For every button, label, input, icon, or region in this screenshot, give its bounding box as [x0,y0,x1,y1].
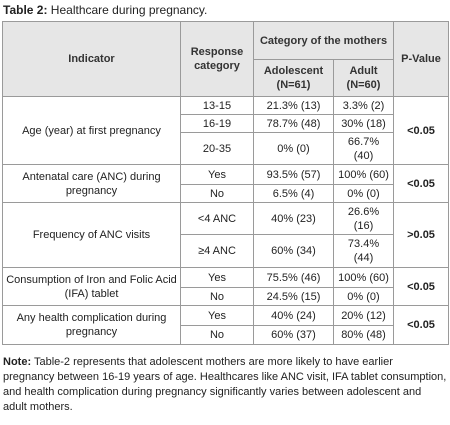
response-cell: Yes [180,164,254,185]
p-value-cell: <0.05 [393,267,450,306]
adult-cell: 100% (60) [332,164,395,185]
response-cell: Yes [180,267,254,288]
adult-cell: 100% (60) [332,267,395,288]
adolescent-cell: 40% (24) [253,305,334,326]
response-cell: 20-35 [180,132,254,165]
adult-cell: 30% (18) [332,114,395,133]
response-cell: Yes [180,305,254,326]
adolescent-cell: 93.5% (57) [253,164,334,185]
adolescent-cell: 6.5% (4) [253,184,334,203]
response-cell: No [180,325,254,345]
adolescent-cell: 24.5% (15) [253,287,334,306]
adult-cell: 20% (12) [332,305,395,326]
table-row: Consumption of Iron and Folic Acid (IFA)… [2,267,450,306]
title-text: Healthcare during pregnancy. [47,3,208,17]
adolescent-cell: 60% (34) [253,234,334,268]
table-row: Frequency of ANC visits <4 ANC 40% (23) 26.… [2,202,450,268]
p-value-cell: <0.05 [393,164,450,203]
adult-cell: 73.4% (44) [332,234,395,268]
adolescent-cell: 21.3% (13) [253,96,334,115]
adult-cell: 26.6% (16) [332,202,395,235]
adult-cell: 0% (0) [332,184,395,203]
adolescent-cell: 0% (0) [253,132,334,165]
title-label: Table 2: [3,3,48,17]
table-row: No 6.5% (4) 0% (0) [3,184,449,203]
table-row: No 60% (37) 80% (48) [3,325,449,345]
indicator-cell: Consumption of Iron and Folic Acid (IFA)… [2,267,181,306]
table-title: Table 2: Healthcare during pregnancy. [3,3,207,17]
table-row: Antenatal care (ANC) during pregnancy Yes… [2,164,450,203]
response-cell: No [180,287,254,306]
note-text: Table-2 represents that adolescent mothe… [3,356,447,413]
adolescent-cell: 40% (23) [253,202,334,235]
table-row: ≥4 ANC 60% (34) 73.4% (44) [3,234,449,268]
adolescent-cell: 60% (37) [253,325,334,345]
adult-cell: 0% (0) [332,287,395,306]
p-value-cell: <0.05 [393,305,450,345]
response-cell: ≥4 ANC [180,234,254,268]
indicator-cell: Antenatal care (ANC) during pregnancy [2,164,181,203]
adult-cell: 66.7% (40) [332,132,395,165]
response-cell: 13-15 [180,96,254,115]
response-cell: <4 ANC [180,202,254,235]
response-cell: No [180,184,254,203]
adolescent-cell: 78.7% (48) [253,114,334,133]
indicator-cell: Age (year) at first pregnancy [2,96,181,165]
response-cell: 16-19 [180,114,254,133]
table-row: Any health complication during pregnancy… [2,305,450,345]
table-row: Age (year) at first pregnancy 13-15 21.3% … [2,96,450,165]
p-value-cell: >0.05 [393,202,450,268]
table-row: 20-35 0% (0) 66.7% (40) [3,132,449,165]
adult-cell: 80% (48) [332,325,395,345]
header-cell: Indicator [2,21,181,97]
header-cell: Adolescent (N=61) [253,59,334,97]
adult-cell: 3.3% (2) [332,96,395,115]
indicator-cell: Frequency of ANC visits [2,202,181,268]
header-cell: P-Value [393,21,450,97]
header-cell: Category of the mothers [252,21,395,60]
adolescent-cell: 75.5% (46) [253,267,334,288]
table-body: Age (year) at first pregnancy 13-15 21.3% … [2,96,450,345]
header-cell: Response category [180,21,254,97]
p-value-cell: <0.05 [393,96,450,165]
note: Note: Table-2 represents that adolescent… [3,355,447,415]
header-cell: Adult (N=60) [332,59,395,97]
note-label: Note: [3,356,32,368]
indicator-cell: Any health complication during pregnancy [2,305,181,345]
data-table: Indicator Response category Category of … [2,21,450,345]
